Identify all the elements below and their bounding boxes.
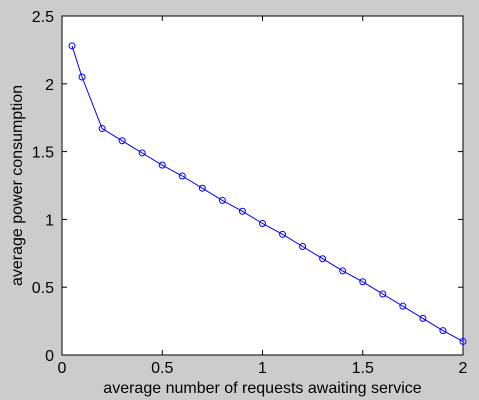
series-line [71, 45, 464, 342]
data-point [218, 196, 226, 204]
y-tick-label: 0.5 [32, 280, 54, 297]
x-tick-label: 0.5 [151, 360, 173, 377]
data-point [68, 42, 76, 50]
y-tick-label: 2.5 [32, 9, 54, 26]
y-tick-label: 1.5 [32, 145, 54, 162]
data-point [419, 314, 427, 322]
plot-area [61, 15, 464, 356]
data-point [279, 230, 287, 238]
data-point [118, 137, 126, 145]
data-point [259, 219, 266, 227]
x-tick-label: 0 [58, 360, 67, 377]
data-point [399, 302, 407, 310]
x-tick-label: 2 [459, 360, 468, 377]
ticks-layer: 0 0.5 1 1.5 2 0 0.5 1 1.5 2 2.5 [32, 9, 468, 377]
x-tick-label: 1 [258, 360, 267, 377]
data-point [78, 73, 86, 81]
series-layer [68, 42, 467, 345]
data-point [138, 149, 146, 157]
y-axis-label: average power consumption [9, 85, 26, 286]
x-axis-label: average number of requests awaiting serv… [103, 380, 421, 397]
data-point [299, 243, 307, 251]
data-point [459, 337, 467, 345]
data-point [319, 255, 327, 263]
data-point [439, 327, 447, 335]
data-point [339, 267, 347, 275]
data-point [198, 184, 206, 192]
y-tick-label: 0 [45, 348, 54, 365]
x-tick-label: 1.5 [352, 360, 374, 377]
y-tick-label: 1 [45, 212, 54, 229]
data-point [359, 278, 367, 286]
data-point [178, 172, 186, 180]
data-point [98, 125, 106, 133]
data-point [238, 207, 246, 215]
data-point [158, 161, 166, 169]
y-tick-label: 2 [45, 77, 54, 94]
data-point [379, 290, 387, 298]
